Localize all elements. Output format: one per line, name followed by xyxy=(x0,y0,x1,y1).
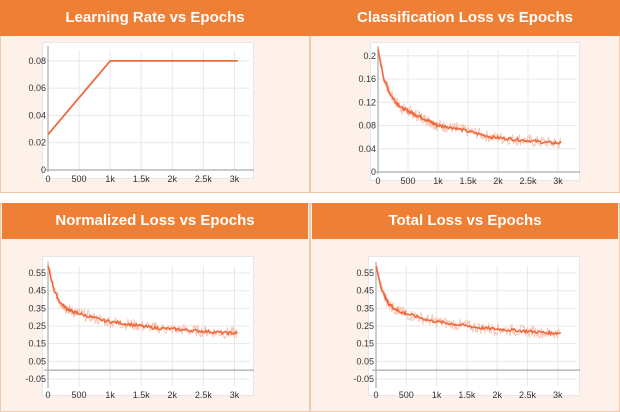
y-tick-label: 0.02 xyxy=(28,138,46,148)
x-tick-label: 0 xyxy=(373,390,378,400)
x-tick-label: 1k xyxy=(432,390,442,400)
chart-title-normalized-loss: Normalized Loss vs Epochs xyxy=(2,203,308,239)
chart-box-classification-loss xyxy=(370,42,580,181)
y-tick-label: -0.05 xyxy=(25,374,46,384)
x-tick-label: 2k xyxy=(168,174,178,184)
x-tick-label: 500 xyxy=(399,390,414,400)
y-tick-label: 0.05 xyxy=(356,356,374,366)
y-tick-label: 0.25 xyxy=(28,321,46,331)
chart-title-classification-loss: Classification Loss vs Epochs xyxy=(310,0,620,36)
series-line xyxy=(377,49,562,146)
y-tick-label: 0.55 xyxy=(356,268,374,278)
x-tick-label: 2k xyxy=(492,390,502,400)
x-tick-label: 1.5k xyxy=(133,390,151,400)
y-tick-label: 0.45 xyxy=(356,286,374,296)
y-tick-label: 0.04 xyxy=(358,144,376,154)
x-tick-label: 0 xyxy=(45,174,50,184)
y-tick-label: 0.12 xyxy=(358,97,376,107)
chart-box-learning-rate xyxy=(42,42,254,179)
x-tick-label: 500 xyxy=(400,176,415,186)
x-tick-label: 500 xyxy=(72,174,87,184)
x-tick-label: 500 xyxy=(72,390,87,400)
y-tick-label: 0.06 xyxy=(28,83,46,93)
x-tick-label: 1.5k xyxy=(459,176,477,186)
x-tick-label: 1.5k xyxy=(133,174,151,184)
x-tick-label: 1k xyxy=(433,176,443,186)
y-tick-label: 0.35 xyxy=(28,303,46,313)
x-tick-label: 0 xyxy=(375,176,380,186)
y-tick-label: 0 xyxy=(41,165,46,175)
x-tick-label: 2k xyxy=(493,176,503,186)
x-tick-label: 2k xyxy=(168,390,178,400)
x-tick-label: 2.5k xyxy=(195,390,213,400)
x-tick-label: 3k xyxy=(553,390,563,400)
x-tick-label: 1k xyxy=(105,174,115,184)
y-tick-label: 0.15 xyxy=(356,339,374,349)
y-tick-label: 0.16 xyxy=(358,74,376,84)
y-tick-label: 0.25 xyxy=(356,321,374,331)
x-tick-label: 1k xyxy=(105,390,115,400)
chart-title-learning-rate: Learning Rate vs Epochs xyxy=(0,0,310,36)
chart-title-total-loss: Total Loss vs Epochs xyxy=(312,203,618,239)
x-tick-label: 3k xyxy=(230,174,240,184)
x-tick-label: 1.5k xyxy=(458,390,476,400)
series-line xyxy=(375,265,561,337)
y-tick-label: 0.45 xyxy=(28,286,46,296)
x-tick-label: 3k xyxy=(553,176,563,186)
x-tick-label: 3k xyxy=(230,390,240,400)
y-tick-label: 0.08 xyxy=(28,56,46,66)
x-tick-label: 2.5k xyxy=(519,390,537,400)
y-tick-label: -0.05 xyxy=(353,374,374,384)
y-tick-label: 0.15 xyxy=(28,339,46,349)
x-tick-label: 0 xyxy=(45,390,50,400)
y-tick-label: 0.55 xyxy=(28,268,46,278)
x-tick-label: 2.5k xyxy=(519,176,537,186)
series-line xyxy=(47,265,239,336)
y-tick-label: 0.04 xyxy=(28,110,46,120)
x-tick-label: 2.5k xyxy=(195,174,213,184)
y-tick-label: 0.08 xyxy=(358,121,376,131)
y-tick-label: 0.35 xyxy=(356,303,374,313)
series-line xyxy=(47,60,238,136)
y-tick-label: 0.05 xyxy=(28,356,46,366)
series-raw-line xyxy=(375,264,561,339)
y-tick-label: 0 xyxy=(371,167,376,177)
series-raw-line xyxy=(47,260,238,340)
y-tick-label: 0.2 xyxy=(363,51,376,61)
